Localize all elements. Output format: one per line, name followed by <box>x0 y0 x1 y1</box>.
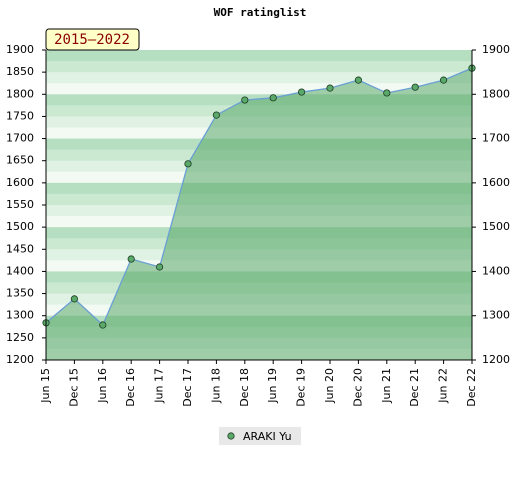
point <box>439 76 448 84</box>
y-tick-label: 1450 <box>6 242 34 255</box>
y-tick-label: 1900 <box>6 43 34 56</box>
x-tick-label: Jun 21 <box>380 368 393 404</box>
legend-marker <box>227 432 235 440</box>
background-stripe <box>46 50 472 62</box>
legend-box <box>219 427 301 445</box>
x-tick-label: Dec 16 <box>124 368 137 407</box>
legend-label: ARAKI Yu <box>243 430 292 443</box>
x-tick-label: Jun 15 <box>39 368 52 404</box>
y2-tick-label: 1700 <box>482 132 510 145</box>
background-stripe <box>46 83 472 95</box>
y-tick-label: 1400 <box>6 264 34 277</box>
y-tick-label: 1850 <box>6 65 34 78</box>
point <box>156 263 164 271</box>
y-tick-label: 1750 <box>6 109 34 122</box>
background-stripe <box>46 72 472 84</box>
x-tick-label: Jun 16 <box>96 368 109 404</box>
x-tick-label: Dec 17 <box>181 368 194 407</box>
x-tick-label: Dec 21 <box>408 368 421 407</box>
y2-tick-label: 1200 <box>482 353 510 366</box>
y2-tick-label: 1500 <box>482 220 510 233</box>
y-tick-label: 1650 <box>6 154 34 167</box>
x-tick-label: Dec 18 <box>238 368 251 407</box>
y-tick-label: 1600 <box>6 176 34 189</box>
y-tick-label: 1800 <box>6 87 34 100</box>
y-tick-label: 1250 <box>6 331 34 344</box>
y2-tick-label: 1300 <box>482 309 510 322</box>
y-tick-label: 1200 <box>6 353 34 366</box>
point <box>411 83 419 91</box>
x-tick-label: Dec 15 <box>67 368 80 407</box>
point <box>297 88 306 96</box>
y-tick-label: 1500 <box>6 220 34 233</box>
x-tick-label: Jun 19 <box>266 368 279 404</box>
y2-tick-label: 1400 <box>482 264 510 277</box>
point <box>127 255 135 263</box>
line <box>45 67 473 327</box>
x-tick-label: Jun 20 <box>323 368 336 404</box>
point <box>99 321 107 329</box>
point <box>269 94 277 102</box>
point <box>326 84 334 92</box>
y2-tick-label: 1800 <box>482 87 510 100</box>
point <box>354 76 362 84</box>
y-tick-label: 1300 <box>6 309 34 322</box>
y-tick-label: 1700 <box>6 132 34 145</box>
background-stripe <box>46 61 472 73</box>
x-tick-label: Jun 17 <box>153 368 166 404</box>
point <box>241 96 249 104</box>
y-tick-label: 1550 <box>6 198 34 211</box>
x-tick-label: Dec 20 <box>351 368 364 407</box>
y2-tick-label: 1900 <box>482 43 510 56</box>
x-tick-label: Jun 22 <box>437 368 450 404</box>
y-tick-label: 1350 <box>6 287 34 300</box>
x-tick-label: Jun 18 <box>209 368 222 404</box>
point <box>383 89 391 97</box>
legend: ARAKI Yu <box>219 427 301 445</box>
annotation: 2015–2022 <box>54 32 130 48</box>
x-tick-label: Dec 19 <box>295 368 308 407</box>
point <box>70 295 79 303</box>
point <box>184 160 192 168</box>
point <box>212 111 220 119</box>
area-fill <box>46 68 472 361</box>
annotation-box <box>45 28 140 51</box>
chart-title: WOF ratinglist <box>214 6 307 19</box>
x-tick-label: Dec 22 <box>465 368 478 407</box>
y2-tick-label: 1600 <box>482 176 510 189</box>
